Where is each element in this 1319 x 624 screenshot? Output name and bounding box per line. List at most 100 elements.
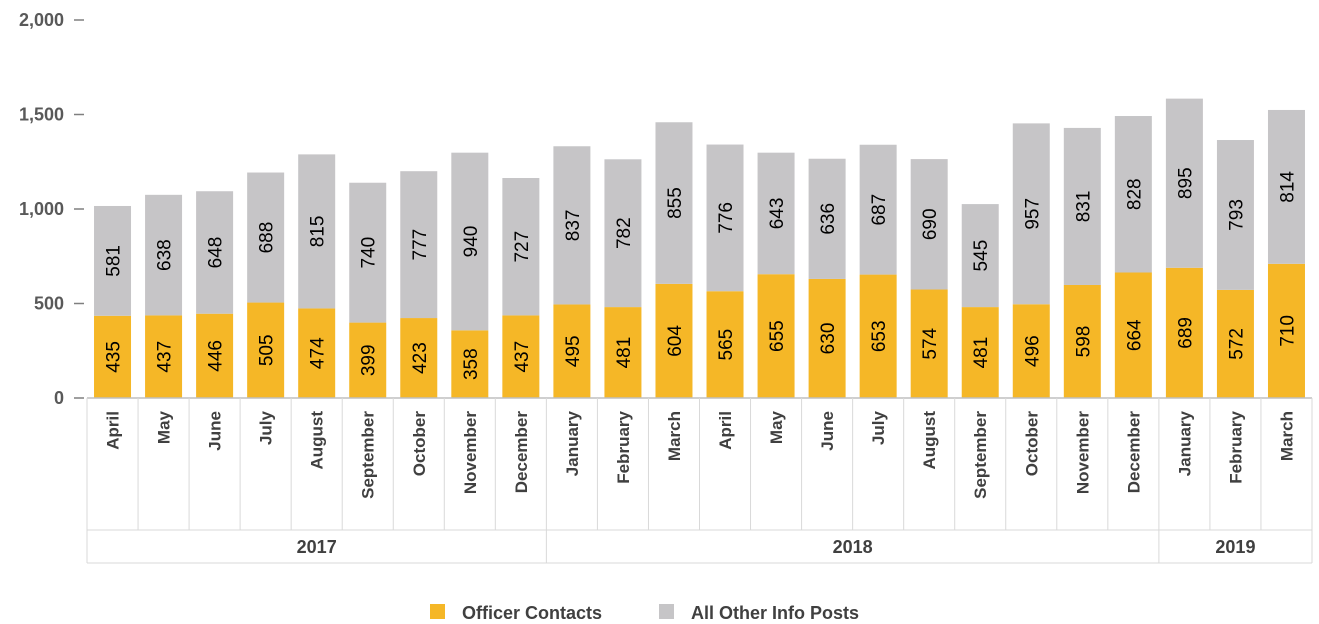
data-label-officer-contacts: 565 — [716, 329, 737, 361]
x-tick-label: January — [563, 410, 582, 476]
data-label-officer-contacts: 495 — [563, 335, 584, 367]
data-label-officer-contacts: 358 — [461, 348, 482, 380]
bar-all-other-info-posts — [1012, 123, 1050, 305]
x-tick-label: August — [308, 411, 327, 470]
y-tick-label: 500 — [34, 294, 64, 314]
bar-all-other-info-posts — [808, 158, 846, 279]
data-label-all-other-info-posts: 815 — [308, 216, 329, 248]
x-tick-label: March — [1277, 411, 1296, 461]
data-label-officer-contacts: 710 — [1277, 315, 1298, 347]
data-label-officer-contacts: 664 — [1124, 319, 1145, 351]
x-tick-label: October — [1022, 411, 1041, 477]
bar-all-other-info-posts — [706, 144, 744, 292]
bar-all-other-info-posts — [400, 171, 438, 319]
bar-officer-contacts — [145, 315, 183, 398]
bar-officer-contacts — [196, 313, 234, 398]
y-tick-label: 2,000 — [19, 10, 64, 30]
bar-all-other-info-posts — [1114, 116, 1152, 273]
legend-swatch — [659, 604, 674, 619]
bar-all-other-info-posts — [1216, 140, 1254, 290]
bar-all-other-info-posts — [349, 182, 387, 323]
x-tick-label: December — [1124, 411, 1143, 494]
x-tick-label: October — [410, 411, 429, 477]
data-label-officer-contacts: 481 — [971, 337, 992, 369]
data-label-officer-contacts: 653 — [869, 320, 890, 352]
bar-officer-contacts — [655, 283, 693, 398]
x-tick-label: February — [1226, 410, 1245, 483]
x-tick-label: November — [461, 411, 480, 495]
x-tick-label: July — [257, 410, 276, 445]
bar-officer-contacts — [1216, 289, 1254, 398]
data-label-all-other-info-posts: 688 — [257, 222, 278, 254]
data-label-all-other-info-posts: 940 — [461, 226, 482, 258]
bar-all-other-info-posts — [1165, 98, 1203, 268]
data-label-officer-contacts: 435 — [104, 341, 125, 373]
data-label-all-other-info-posts: 638 — [155, 239, 176, 271]
data-label-all-other-info-posts: 855 — [665, 187, 686, 219]
bar-all-other-info-posts — [553, 146, 591, 305]
bar-officer-contacts — [706, 291, 744, 398]
y-axis: 0 500 1,000 1,500 2,000 — [19, 10, 84, 408]
legend-label: All Other Info Posts — [691, 603, 859, 623]
data-label-all-other-info-posts: 828 — [1124, 178, 1145, 210]
legend-swatch — [430, 604, 445, 619]
bar-all-other-info-posts — [1267, 109, 1305, 264]
bar-all-other-info-posts — [145, 194, 183, 316]
data-label-all-other-info-posts: 814 — [1277, 171, 1298, 203]
bar-all-other-info-posts — [298, 154, 336, 309]
year-group-label: 2018 — [833, 537, 873, 557]
bar-officer-contacts — [1267, 263, 1305, 398]
bar-officer-contacts — [757, 274, 795, 398]
data-label-all-other-info-posts: 581 — [104, 245, 125, 277]
bar-officer-contacts — [1012, 304, 1050, 398]
bar-officer-contacts — [94, 315, 132, 398]
x-tick-label: December — [512, 411, 531, 494]
bar-all-other-info-posts — [196, 191, 234, 314]
data-label-officer-contacts: 496 — [1022, 335, 1043, 367]
bar-officer-contacts — [1165, 267, 1203, 398]
bar-all-other-info-posts — [961, 204, 999, 308]
data-label-officer-contacts: 572 — [1226, 328, 1247, 360]
bar-officer-contacts — [808, 278, 846, 398]
data-label-all-other-info-posts: 782 — [614, 217, 635, 249]
bar-all-other-info-posts — [94, 205, 132, 316]
data-label-officer-contacts: 481 — [614, 337, 635, 369]
bar-officer-contacts — [298, 308, 336, 398]
data-label-officer-contacts: 630 — [818, 323, 839, 355]
x-tick-label: August — [920, 411, 939, 470]
x-tick-label: May — [767, 410, 786, 444]
data-label-all-other-info-posts: 957 — [1022, 198, 1043, 230]
x-tick-label: April — [716, 411, 735, 450]
bar-all-other-info-posts — [1063, 127, 1101, 285]
data-label-officer-contacts: 423 — [410, 342, 431, 374]
data-label-all-other-info-posts: 545 — [971, 240, 992, 272]
bar-all-other-info-posts — [247, 172, 285, 303]
x-tick-label: June — [818, 411, 837, 451]
data-label-all-other-info-posts: 837 — [563, 209, 584, 241]
y-tick-label: 1,000 — [19, 199, 64, 219]
x-tick-label: June — [206, 411, 225, 451]
data-label-all-other-info-posts: 895 — [1175, 167, 1196, 199]
data-label-officer-contacts: 399 — [359, 344, 380, 376]
data-label-officer-contacts: 446 — [206, 340, 227, 372]
year-group-label: 2019 — [1215, 537, 1255, 557]
bar-officer-contacts — [553, 304, 591, 398]
bar-all-other-info-posts — [451, 152, 489, 331]
data-label-officer-contacts: 437 — [155, 341, 176, 373]
legend: Officer Contacts All Other Info Posts — [430, 603, 859, 623]
data-label-officer-contacts: 598 — [1073, 326, 1094, 358]
legend-label: Officer Contacts — [462, 603, 602, 623]
x-tick-label: November — [1073, 411, 1092, 495]
bar-all-other-info-posts — [757, 152, 795, 275]
data-label-all-other-info-posts: 690 — [920, 208, 941, 240]
year-group-label: 2017 — [297, 537, 337, 557]
x-tick-label: July — [869, 410, 888, 445]
bar-all-other-info-posts — [502, 178, 540, 316]
data-label-all-other-info-posts: 727 — [512, 231, 533, 263]
bar-officer-contacts — [1063, 284, 1101, 398]
x-tick-label: March — [665, 411, 684, 461]
data-label-all-other-info-posts: 648 — [206, 237, 227, 269]
x-tick-label: February — [614, 410, 633, 483]
y-tick-label: 0 — [54, 388, 64, 408]
